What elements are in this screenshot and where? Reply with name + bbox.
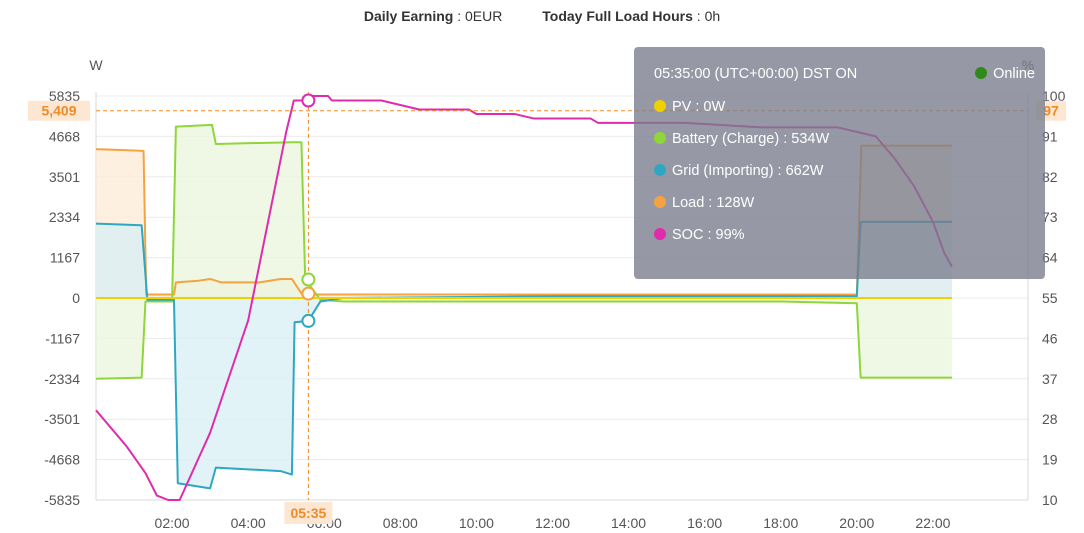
x-tick-label: 16:00 [687,515,722,531]
x-tick-label: 12:00 [535,515,570,531]
summary-bar: Daily Earning : 0EUR Today Full Load Hou… [0,8,1084,24]
x-pointer-label: 05:35 [290,505,326,521]
y-tick-left: -1167 [45,330,80,346]
y-tick-left: -4668 [44,452,80,468]
y-tick-right: 82 [1042,169,1058,185]
y-tick-right: 37 [1042,371,1058,387]
y-tick-right: 46 [1042,330,1058,346]
daily-earning: Daily Earning : 0EUR [363,8,503,24]
y-tick-right: 19 [1042,452,1058,468]
soc-dot-icon [654,228,666,240]
y-pointer-left-bg [28,100,90,121]
x-tick-label: 22:00 [915,515,950,531]
series-line-grid [95,220,952,490]
series-line-load [95,144,952,298]
y-tick-left: 4668 [49,128,80,144]
y-tick-left: 2334 [49,209,80,225]
y-tick-left: 5835 [49,88,80,104]
y-tick-right: 28 [1042,411,1058,427]
y-tick-left: -5835 [44,492,80,508]
marker-battery [301,272,316,287]
x-tick-label: 04:00 [231,515,266,531]
online-status: Online [975,66,1035,82]
y-pointer-left-label: 5,409 [41,103,76,119]
y-tick-left: 1167 [50,250,80,266]
series-line-battery [95,123,952,380]
chart-tooltip: 05:35:00 (UTC+00:00) DST ON Online PV : … [634,47,1045,279]
marker-grid [301,313,316,328]
marker-soc [301,93,316,108]
x-tick-label: 10:00 [459,515,494,531]
y-tick-left: -2334 [44,371,80,387]
x-pointer-bg [284,502,333,524]
tooltip-time: 05:35:00 (UTC+00:00) DST ON [654,66,858,82]
tooltip-row-grid: Grid (Importing) : 662W [654,163,824,179]
x-tick-label: 14:00 [611,515,646,531]
x-tick-label: 02:00 [155,515,190,531]
x-tick-label: 08:00 [383,515,418,531]
tooltip-row-load: Load : 128W [654,195,754,211]
y-tick-right: 73 [1042,209,1058,225]
tooltip-row-pv: PV : 0W [654,99,725,115]
y-tick-right: 64 [1042,250,1058,266]
pv-dot-icon [654,100,666,112]
y-tick-left: 0 [72,290,80,306]
x-tick-label: 20:00 [839,515,874,531]
load-dot-icon [654,196,666,208]
series-area-battery [96,124,952,379]
y-tick-left: -3501 [44,411,80,427]
tooltip-row-battery: Battery (Charge) : 534W [654,131,829,147]
y-unit-left: W [89,57,103,73]
y-tick-right: 10 [1042,492,1058,508]
y-tick-right: 55 [1042,290,1058,306]
grid-dot-icon [654,164,666,176]
full-load-hours: Today Full Load Hours : 0h [542,8,721,24]
y-pointer-right-label: 97 [1043,103,1059,119]
y-tick-right: 100 [1042,88,1066,104]
x-tick-label: 18:00 [763,515,798,531]
y-tick-right: 91 [1042,128,1058,144]
battery-dot-icon [654,132,666,144]
tooltip-row-soc: SOC : 99% [654,227,745,243]
online-dot-icon [975,67,988,79]
y-tick-left: 3501 [49,169,80,185]
marker-load [301,286,316,301]
